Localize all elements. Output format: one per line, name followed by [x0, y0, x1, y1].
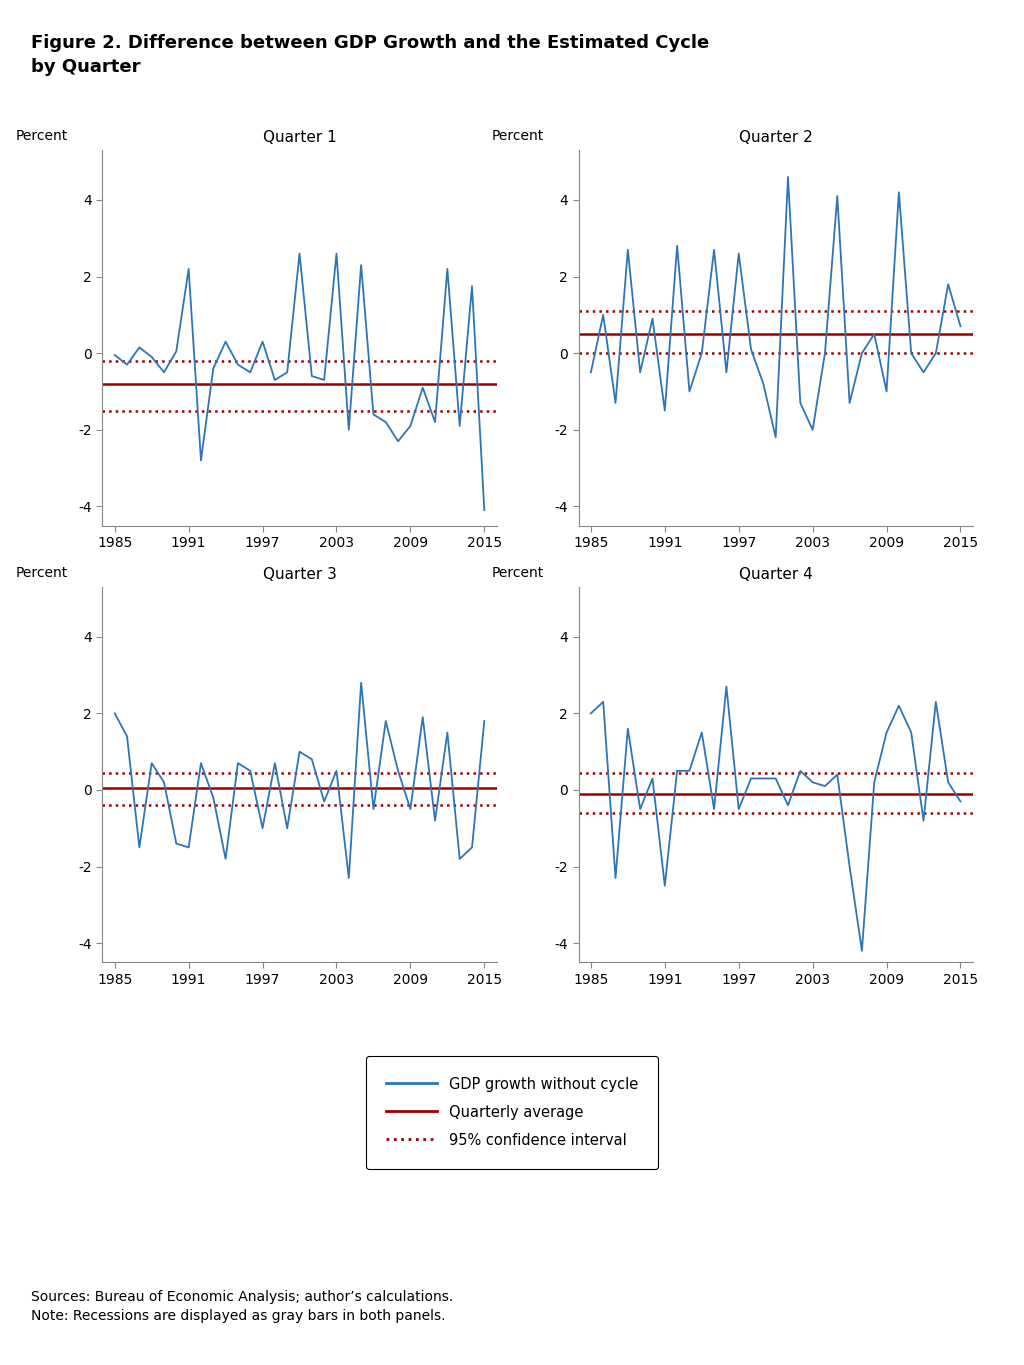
Text: Sources: Bureau of Economic Analysis; author’s calculations.
Note: Recessions ar: Sources: Bureau of Economic Analysis; au… — [31, 1290, 453, 1324]
Text: Percent: Percent — [492, 130, 544, 143]
Title: Quarter 2: Quarter 2 — [738, 130, 813, 145]
Legend: GDP growth without cycle, Quarterly average, 95% confidence interval: GDP growth without cycle, Quarterly aver… — [366, 1057, 658, 1168]
Title: Quarter 4: Quarter 4 — [738, 566, 813, 581]
Text: Percent: Percent — [15, 130, 68, 143]
Text: Figure 2. Difference between GDP Growth and the Estimated Cycle
by Quarter: Figure 2. Difference between GDP Growth … — [31, 34, 709, 75]
Title: Quarter 3: Quarter 3 — [262, 566, 337, 581]
Text: Percent: Percent — [492, 566, 544, 580]
Title: Quarter 1: Quarter 1 — [262, 130, 337, 145]
Text: Percent: Percent — [15, 566, 68, 580]
